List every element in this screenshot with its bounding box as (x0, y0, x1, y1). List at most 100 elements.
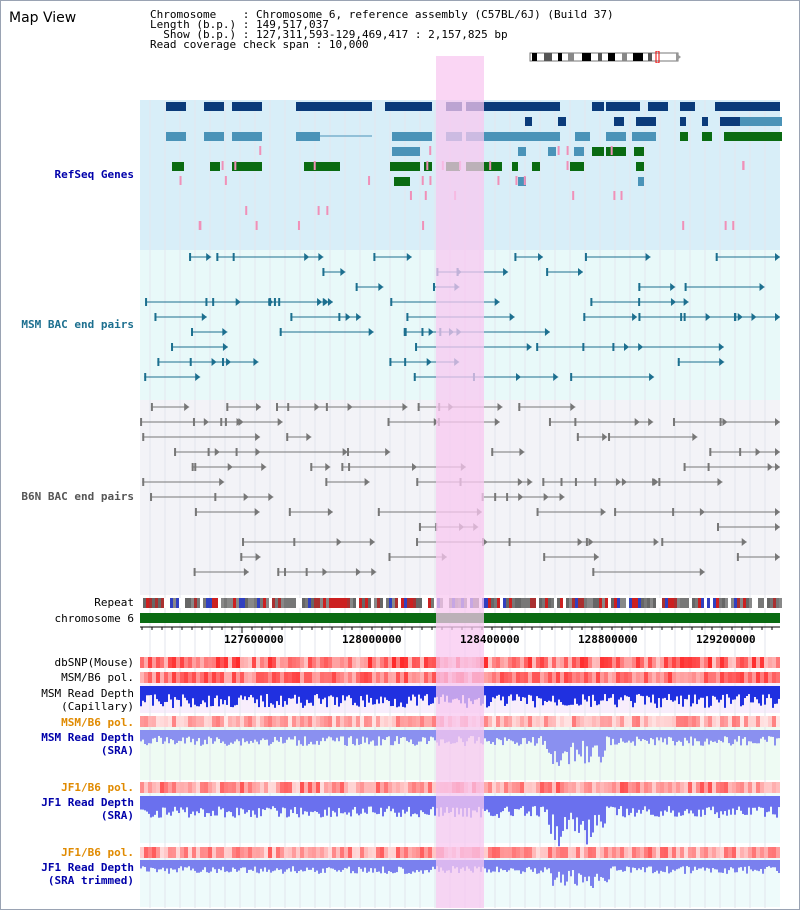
jf1-trim-depth-bar (160, 860, 162, 870)
jf1-trim-depth-bar (380, 860, 382, 874)
jf1-pol2-strip (184, 847, 188, 858)
jf1-trim-depth-bar (296, 860, 298, 874)
jf1-pol2-strip (660, 847, 664, 858)
repeat-label[interactable]: Repeat (94, 596, 134, 609)
gene-exon (702, 117, 708, 126)
msm-sra-depth-bar (188, 730, 190, 737)
gene-pseudo-mark (732, 221, 735, 230)
b6n-bac-label[interactable]: B6N BAC end pairs (21, 490, 134, 503)
jf1-pol-strip (272, 782, 276, 793)
dbsnp-strip (536, 657, 540, 668)
chromosome-label[interactable]: chromosome 6 (54, 612, 134, 625)
repeat-segment (278, 598, 281, 608)
msm-pol-strip (500, 672, 504, 683)
jf1-depth-trim-label[interactable]: JF1 Read Depth (SRA trimmed) (0, 861, 134, 887)
refseq-label[interactable]: RefSeq Genes (54, 168, 134, 181)
b6n-bac-pair-arrow (347, 403, 353, 411)
jf1-pol-label[interactable]: JF1/B6 pol. (61, 781, 134, 794)
gene-pseudo-mark (326, 206, 329, 215)
msm-depth-sra-label[interactable]: MSM Read Depth (SRA) (0, 731, 134, 757)
jf1-trim-depth-bar (706, 860, 708, 868)
b6n-bac-pair-end (377, 508, 380, 516)
jf1-pol2-strip (776, 847, 780, 858)
jf1-sra-depth-bar (724, 796, 726, 812)
msm-pol-strip (608, 672, 612, 683)
jf1-pol-strip (224, 782, 228, 793)
selected-region-highlight[interactable] (436, 56, 484, 908)
jf1-depth-sra-label[interactable]: JF1 Read Depth (SRA) (0, 796, 134, 822)
jf1-pol2-strip (712, 847, 716, 858)
jf1-pol-strip (720, 782, 724, 793)
dbsnp-strip (332, 657, 336, 668)
dbsnp-strip (140, 657, 144, 668)
dbsnp-label[interactable]: dbSNP(Mouse) (54, 656, 134, 669)
jf1-sra-depth-bar (726, 796, 728, 816)
msm-cap-depth-bar (698, 686, 700, 700)
msm-sra-depth-bar (656, 730, 658, 738)
dbsnp-strip (156, 657, 160, 668)
jf1-pol-strip (300, 782, 304, 793)
jf1-pol2-strip (748, 847, 752, 858)
jf1-trim-depth-bar (224, 860, 226, 872)
jf1-pol2-strip (384, 847, 388, 858)
msm-sra-depth-bar (710, 730, 712, 741)
jf1-pol2-label[interactable]: JF1/B6 pol. (61, 846, 134, 859)
msm-cap-depth-bar (660, 686, 662, 708)
msm-sra-depth-bar (652, 730, 654, 740)
jf1-sra-depth-bar (776, 796, 778, 818)
dbsnp-strip (396, 657, 400, 668)
msm-pol-strip (720, 672, 724, 683)
dbsnp-strip (752, 657, 756, 668)
msm-sra-depth-bar (492, 730, 494, 743)
msm-pol-label[interactable]: MSM/B6 pol. (61, 671, 134, 684)
repeat-segment (251, 598, 254, 608)
msm-cap-depth-bar (236, 686, 238, 705)
repeat-segment (578, 598, 581, 608)
jf1-sra-depth-bar (778, 796, 780, 808)
dbsnp-strip (288, 657, 292, 668)
jf1-trim-depth-bar (682, 860, 684, 867)
jf1-trim-depth-bar (388, 860, 390, 871)
gene-exon (518, 177, 526, 186)
repeat-segment (242, 598, 245, 608)
msm-pol2-strip (376, 716, 380, 727)
msm-depth-cap-label[interactable]: MSM Read Depth (Capillary) (0, 687, 134, 713)
jf1-trim-depth-bar (484, 860, 486, 869)
gene-exon (606, 102, 640, 111)
jf1-sra-depth-bar (290, 796, 292, 810)
msm-pol-strip (284, 672, 288, 683)
jf1-trim-depth-bar (526, 860, 528, 868)
msm-cap-depth-bar (566, 686, 568, 706)
jf1-trim-depth-bar (142, 860, 144, 867)
dbsnp-strip (716, 657, 720, 668)
msm-pol2-label[interactable]: MSM/B6 pol. (61, 716, 134, 729)
dbsnp-strip (340, 657, 344, 668)
jf1-pol-strip (664, 782, 668, 793)
msm-sra-depth-bar (382, 730, 384, 740)
jf1-pol-strip (656, 782, 660, 793)
gene-pseudo-mark (179, 176, 182, 185)
jf1-sra-depth-bar (562, 796, 564, 831)
b6n-bac-pair-end (194, 463, 197, 471)
jf1-trim-depth-bar (496, 860, 498, 867)
msm-cap-depth-bar (730, 686, 732, 704)
jf1-trim-depth-bar (680, 860, 682, 868)
dbsnp-strip (432, 657, 436, 668)
msm-cap-depth-bar (724, 686, 726, 708)
msm-bac-pair-arrow (578, 268, 584, 276)
jf1-trim-depth-bar (426, 860, 428, 871)
msm-bac-label[interactable]: MSM BAC end pairs (21, 318, 134, 331)
chromosome-ideogram[interactable] (528, 51, 683, 63)
jf1-sra-depth-bar (660, 796, 662, 812)
jf1-sra-depth-bar (646, 796, 648, 812)
jf1-pol-strip (228, 782, 232, 793)
msm-sra-depth-bar (728, 730, 730, 744)
jf1-trim-depth-bar (284, 860, 286, 872)
msm-pol2-strip (716, 716, 720, 727)
msm-sra-depth-bar (536, 730, 538, 744)
msm-cap-depth-bar (742, 686, 744, 706)
b6n-bac-pair-arrow (699, 508, 705, 516)
jf1-sra-depth-bar (292, 796, 294, 814)
msm-pol-strip (352, 672, 356, 683)
